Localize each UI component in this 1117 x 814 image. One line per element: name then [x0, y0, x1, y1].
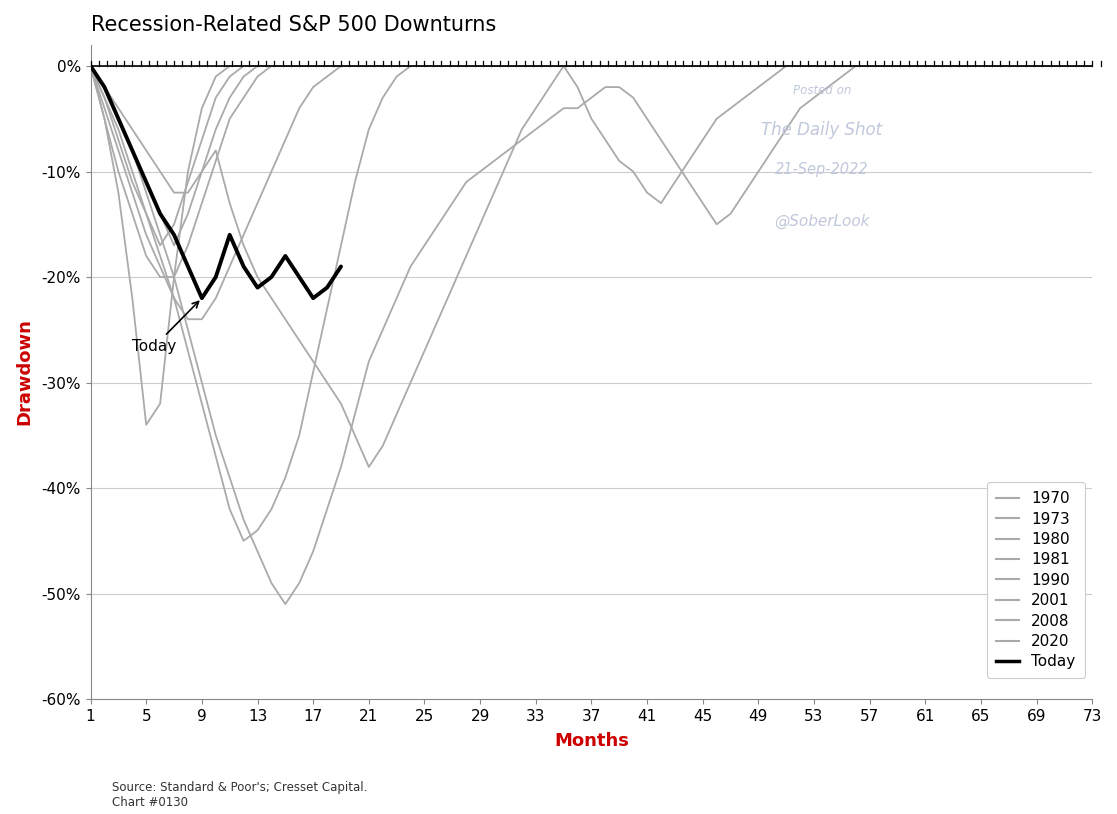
Text: The Daily Shot: The Daily Shot: [762, 121, 882, 139]
Text: Today: Today: [132, 301, 199, 354]
Legend: 1970, 1973, 1980, 1981, 1990, 2001, 2008, 2020, Today: 1970, 1973, 1980, 1981, 1990, 2001, 2008…: [987, 482, 1085, 678]
Text: @SoberLook: @SoberLook: [774, 214, 870, 229]
Text: Posted on: Posted on: [793, 84, 851, 97]
Y-axis label: Drawdown: Drawdown: [15, 318, 34, 426]
X-axis label: Months: Months: [554, 732, 629, 751]
Text: Source: Standard & Poor's; Cresset Capital.
Chart #0130: Source: Standard & Poor's; Cresset Capit…: [112, 781, 367, 809]
Text: 21-Sep-2022: 21-Sep-2022: [775, 162, 869, 177]
Text: Recession-Related S&P 500 Downturns: Recession-Related S&P 500 Downturns: [90, 15, 496, 35]
